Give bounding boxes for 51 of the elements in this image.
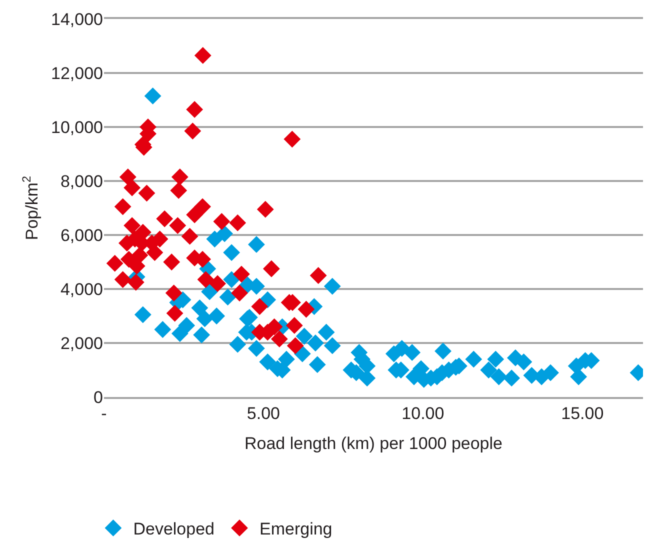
x-tick-label: 5.00 xyxy=(246,404,280,424)
point xyxy=(181,228,198,245)
point xyxy=(197,271,214,288)
y-tick-label: 14,000 xyxy=(51,10,103,29)
y-tick-label: 8,000 xyxy=(60,172,103,191)
point xyxy=(270,330,288,348)
x-axis-title: Road length (km) per 1000 people xyxy=(244,434,502,454)
point xyxy=(310,267,327,284)
y-tick-label: 0 xyxy=(94,388,103,407)
point xyxy=(286,317,303,334)
legend-label: Emerging xyxy=(260,520,332,539)
point xyxy=(213,213,230,230)
y-tick-label: 2,000 xyxy=(60,334,103,353)
point xyxy=(194,47,212,64)
point xyxy=(170,182,188,199)
x-tick-label: 10.00 xyxy=(402,404,444,424)
point xyxy=(184,122,202,140)
point xyxy=(114,198,132,216)
point xyxy=(194,198,211,216)
point xyxy=(251,298,268,315)
point xyxy=(186,101,204,118)
point xyxy=(114,271,132,288)
point xyxy=(106,254,124,272)
point xyxy=(119,168,136,186)
point xyxy=(262,260,280,278)
point xyxy=(156,210,174,228)
point xyxy=(124,179,141,196)
point xyxy=(256,200,274,218)
point xyxy=(233,266,250,283)
point xyxy=(171,168,188,186)
legend-label: Developed xyxy=(133,520,214,539)
y-tick-label: 12,000 xyxy=(51,64,103,83)
point xyxy=(231,284,248,302)
point xyxy=(127,274,144,291)
point xyxy=(169,217,186,234)
point xyxy=(163,254,180,270)
y-tick-label: 4,000 xyxy=(60,280,103,299)
point xyxy=(138,184,156,202)
point xyxy=(298,300,315,318)
point xyxy=(165,284,182,302)
y-tick-label: 10,000 xyxy=(51,118,103,137)
point xyxy=(286,337,304,354)
y-tick-label: 6,000 xyxy=(60,226,103,245)
point xyxy=(284,130,301,148)
x-tick-label: - xyxy=(101,404,107,424)
point xyxy=(209,275,226,292)
point xyxy=(124,217,141,234)
x-tick-label: 15.00 xyxy=(561,404,604,424)
point xyxy=(186,206,204,224)
point xyxy=(166,304,184,322)
point xyxy=(229,214,246,232)
